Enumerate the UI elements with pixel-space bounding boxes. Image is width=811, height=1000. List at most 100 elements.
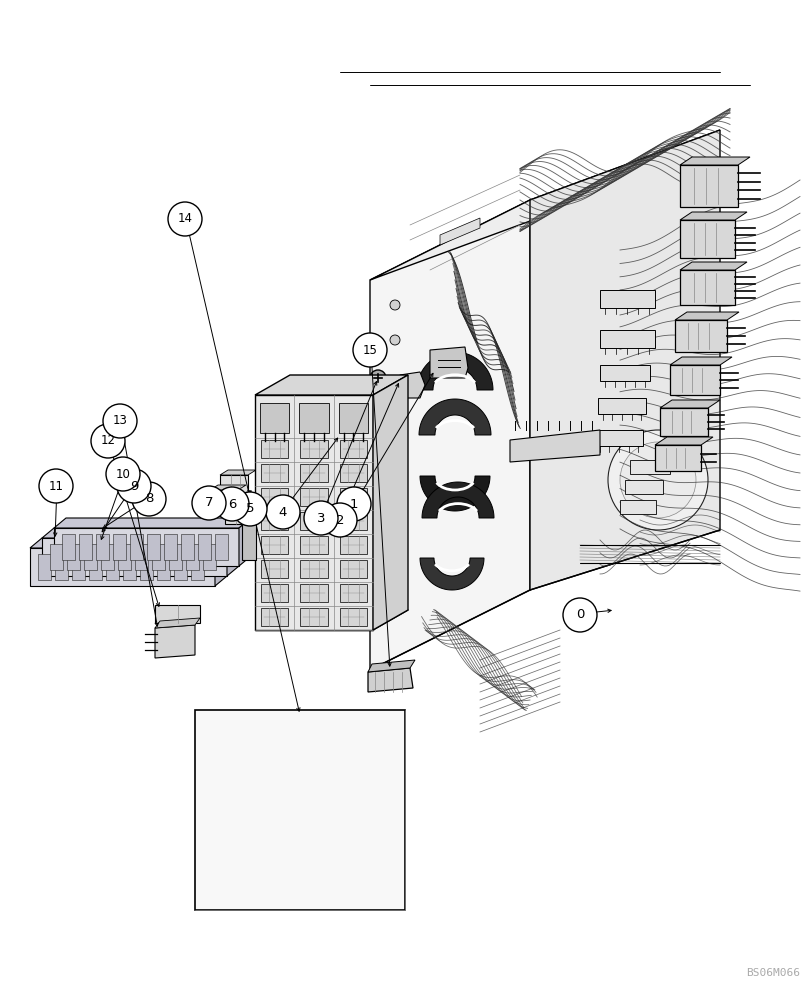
Bar xyxy=(300,464,328,482)
Bar xyxy=(669,365,719,395)
Bar xyxy=(599,290,654,308)
Text: 2: 2 xyxy=(335,514,344,526)
Bar xyxy=(215,534,228,560)
Bar xyxy=(674,320,726,352)
Bar xyxy=(339,512,367,530)
Circle shape xyxy=(389,570,400,580)
Bar xyxy=(260,560,288,578)
Text: 11: 11 xyxy=(49,480,63,492)
Circle shape xyxy=(389,335,400,345)
Bar xyxy=(260,608,288,626)
Bar xyxy=(152,544,165,570)
Text: 14: 14 xyxy=(178,213,192,226)
Polygon shape xyxy=(242,505,255,560)
Polygon shape xyxy=(210,490,238,510)
Circle shape xyxy=(389,300,400,310)
Bar xyxy=(157,554,169,580)
Text: 4: 4 xyxy=(278,506,287,518)
Text: 15: 15 xyxy=(363,344,377,357)
Polygon shape xyxy=(679,262,746,270)
Circle shape xyxy=(323,503,357,537)
Bar xyxy=(155,605,200,623)
Polygon shape xyxy=(367,660,414,672)
Bar xyxy=(260,584,288,602)
Bar xyxy=(339,464,367,482)
Bar xyxy=(260,512,288,530)
Bar xyxy=(79,534,92,560)
Bar xyxy=(300,440,328,458)
Bar xyxy=(38,554,51,580)
Polygon shape xyxy=(679,212,746,220)
Bar xyxy=(106,554,119,580)
Polygon shape xyxy=(227,528,238,576)
Polygon shape xyxy=(30,548,215,586)
Bar xyxy=(164,534,177,560)
Polygon shape xyxy=(674,312,738,320)
Bar xyxy=(260,488,288,506)
Text: 3: 3 xyxy=(316,512,325,524)
Bar xyxy=(599,330,654,348)
Polygon shape xyxy=(440,218,479,245)
Bar xyxy=(594,430,642,446)
Bar xyxy=(169,544,182,570)
Circle shape xyxy=(562,598,596,632)
Polygon shape xyxy=(42,528,238,538)
Polygon shape xyxy=(238,518,251,566)
Bar xyxy=(147,534,160,560)
Polygon shape xyxy=(659,400,719,408)
Bar xyxy=(629,460,669,474)
Circle shape xyxy=(103,404,137,438)
Bar xyxy=(597,398,646,414)
Text: 10: 10 xyxy=(115,468,131,481)
Bar xyxy=(195,710,405,910)
Text: 13: 13 xyxy=(113,414,127,428)
Bar xyxy=(122,554,135,580)
Bar xyxy=(198,534,211,560)
Polygon shape xyxy=(155,618,200,628)
Polygon shape xyxy=(255,375,407,395)
Polygon shape xyxy=(654,437,712,445)
Bar xyxy=(654,445,700,471)
Bar xyxy=(191,554,204,580)
Text: 12: 12 xyxy=(101,434,115,448)
Bar xyxy=(113,534,126,560)
Bar xyxy=(84,544,97,570)
Bar xyxy=(89,554,102,580)
Polygon shape xyxy=(54,528,238,566)
Circle shape xyxy=(39,469,73,503)
Bar xyxy=(139,554,152,580)
Polygon shape xyxy=(155,625,195,658)
Bar xyxy=(135,544,148,570)
Polygon shape xyxy=(370,200,530,670)
Polygon shape xyxy=(419,558,483,590)
Text: 1: 1 xyxy=(350,497,358,510)
Bar xyxy=(300,608,328,626)
Polygon shape xyxy=(225,504,253,524)
Bar xyxy=(186,544,199,570)
Polygon shape xyxy=(220,475,247,495)
Bar xyxy=(62,534,75,560)
Polygon shape xyxy=(220,470,255,475)
Circle shape xyxy=(91,424,125,458)
Polygon shape xyxy=(30,538,227,548)
Bar xyxy=(300,560,328,578)
Polygon shape xyxy=(509,430,599,462)
Bar xyxy=(300,488,328,506)
Circle shape xyxy=(620,442,695,518)
Circle shape xyxy=(168,202,202,236)
Polygon shape xyxy=(215,538,227,586)
Bar xyxy=(101,544,114,570)
Bar xyxy=(339,488,367,506)
Polygon shape xyxy=(422,482,493,518)
Polygon shape xyxy=(42,538,227,576)
Circle shape xyxy=(132,482,165,516)
Bar xyxy=(339,608,367,626)
Bar xyxy=(72,554,85,580)
Circle shape xyxy=(370,370,385,386)
Circle shape xyxy=(106,457,139,491)
Polygon shape xyxy=(372,375,407,630)
Bar xyxy=(659,408,707,436)
Bar xyxy=(679,220,734,258)
Circle shape xyxy=(191,486,225,520)
Bar xyxy=(339,560,367,578)
